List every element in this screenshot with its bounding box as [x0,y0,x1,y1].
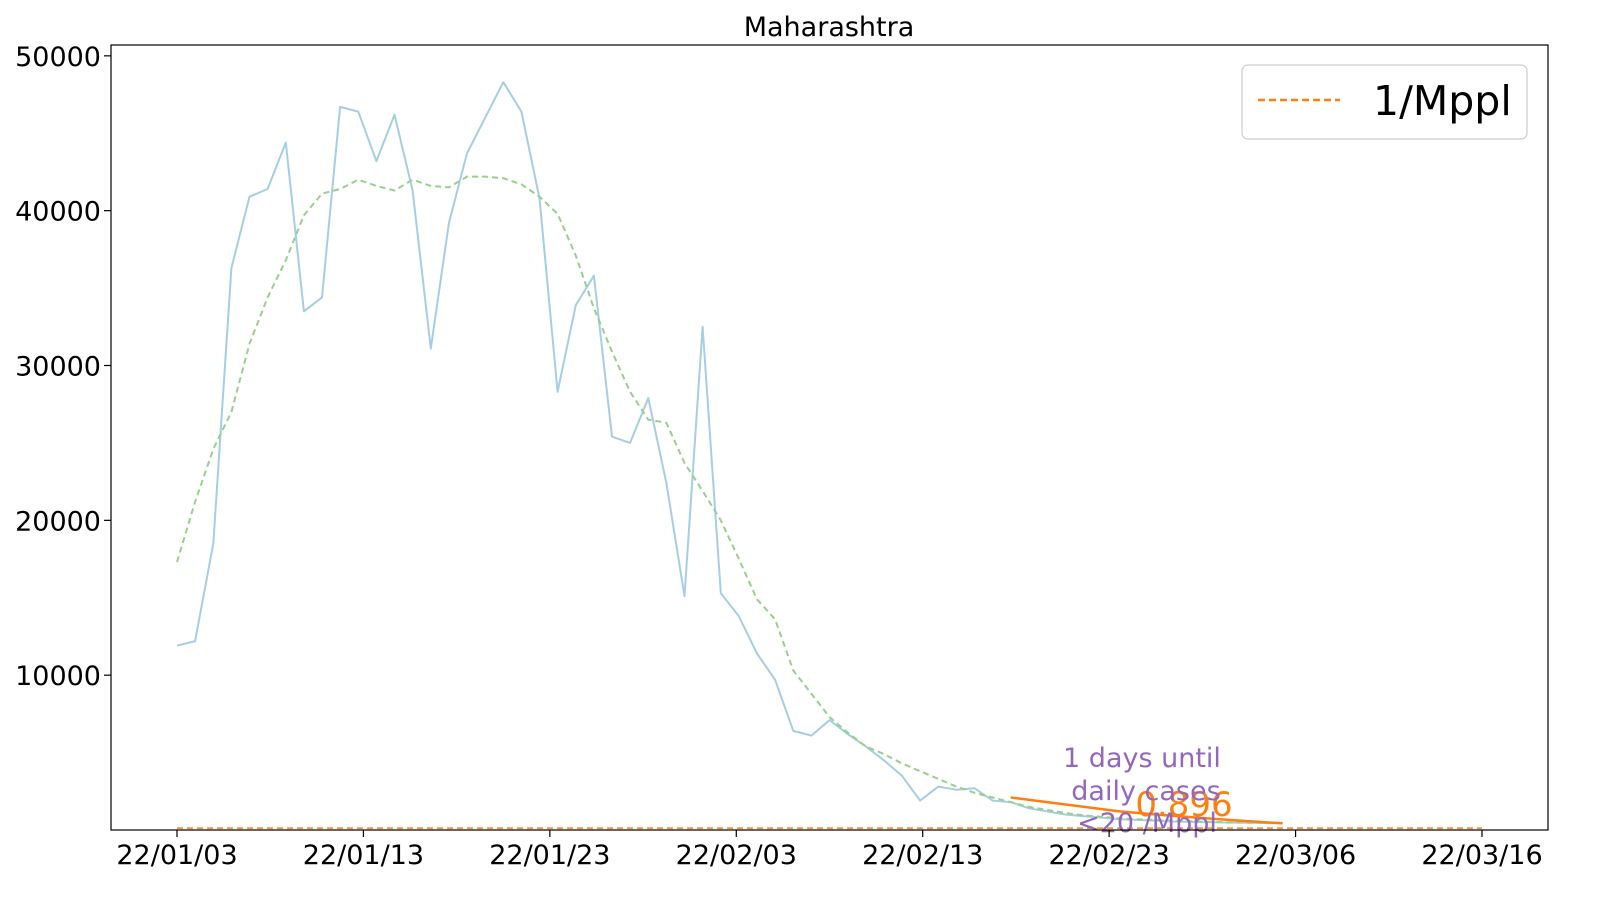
x-tick-label: 22/01/23 [489,840,610,871]
fit-value-label: 0.896 [1135,785,1232,825]
x-tick-label: 22/03/16 [1421,840,1542,871]
y-tick-label: 40000 [15,197,101,228]
days-until-label-line1: 1 days until [1063,743,1221,774]
y-tick-label: 50000 [15,42,101,73]
y-axis: 10000 20000 30000 40000 50000 [15,42,111,692]
y-tick-label: 30000 [15,352,101,383]
series-layer [176,81,1482,829]
y-tick-label: 20000 [15,506,101,537]
chart-title: Maharashtra [744,12,915,43]
days-until-label-line3: <20 /Mppl [1077,808,1217,839]
days-until-label-line2: daily cases [1071,776,1220,807]
x-axis: 22/01/03 22/01/13 22/01/23 22/02/03 22/02/13… [116,830,1543,871]
daily-cases-line [176,81,1283,825]
x-tick-label: 22/01/03 [116,840,237,871]
x-tick-label: 22/01/13 [303,840,424,871]
x-tick-label: 22/03/06 [1235,840,1356,871]
legend-box [1241,64,1528,140]
rolling-average-line [176,175,1283,825]
x-tick-label: 22/02/13 [862,840,983,871]
x-tick-label: 22/02/03 [676,840,797,871]
fit-line [1010,796,1283,825]
annotation-layer: 0.896 1 days until daily cases <20 /Mppl [1063,743,1233,839]
x-tick-label: 22/02/23 [1049,840,1170,871]
legend: 1/Mppl [1241,64,1528,140]
plot-frame [110,44,1549,831]
legend-label-threshold: 1/Mppl [1373,77,1512,125]
y-tick-label: 10000 [15,661,101,692]
